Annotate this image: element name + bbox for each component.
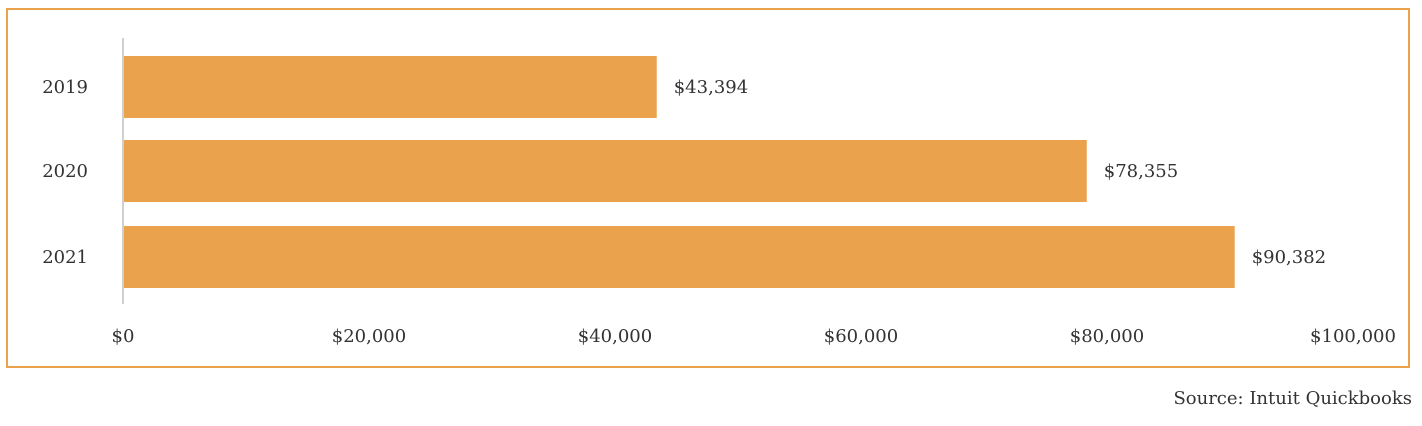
bar-2019 <box>124 56 657 118</box>
data-label-2020: $78,355 <box>1104 161 1178 182</box>
x-tick-label: $20,000 <box>332 326 406 347</box>
x-tick-label: $100,000 <box>1310 326 1396 347</box>
x-tick-label: $80,000 <box>1070 326 1144 347</box>
data-label-2021: $90,382 <box>1252 247 1326 268</box>
x-tick-label: $40,000 <box>578 326 652 347</box>
chart-frame <box>6 8 1410 368</box>
category-label-2021: 2021 <box>42 247 88 268</box>
bar-2021 <box>124 226 1235 288</box>
source-note: Source: Intuit Quickbooks <box>1173 388 1412 409</box>
bar-2020 <box>124 140 1087 202</box>
x-tick-label: $0 <box>112 326 135 347</box>
x-tick-label: $60,000 <box>824 326 898 347</box>
category-label-2020: 2020 <box>42 161 88 182</box>
data-label-2019: $43,394 <box>674 77 748 98</box>
category-label-2019: 2019 <box>42 77 88 98</box>
